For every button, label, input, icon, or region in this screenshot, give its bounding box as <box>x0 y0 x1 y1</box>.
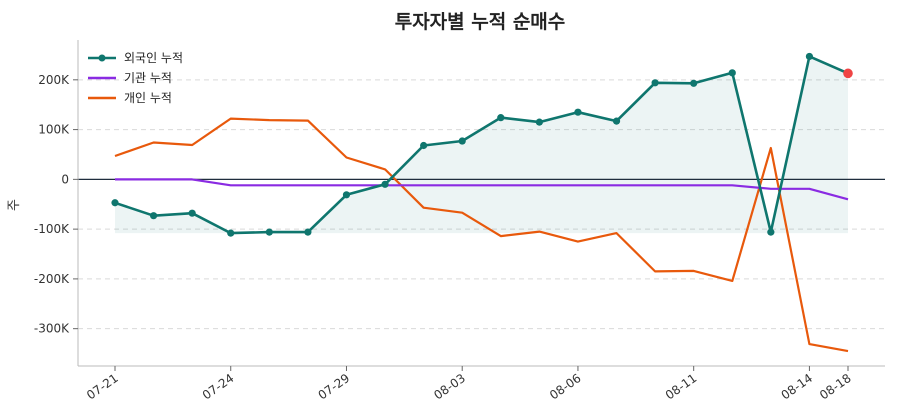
axes <box>77 40 885 367</box>
x-tick-label: 07-21 <box>84 371 121 402</box>
x-ticks: 07-21 07-24 07-29 08-03 08-06 08-11 08-14 08-18 <box>84 366 854 402</box>
y-tick-label: 100K <box>38 123 70 137</box>
y-ticks: -300K -200K -100K 0 100K 200K <box>34 73 78 336</box>
y-tick-label: 200K <box>38 73 70 87</box>
series-point <box>420 141 428 150</box>
chart-title: 투자자별 누적 순매수 <box>395 11 566 33</box>
series-line <box>114 117 849 353</box>
x-tick-label: 08-11 <box>663 371 700 402</box>
fill-layer <box>115 56 848 234</box>
legend-marker <box>98 54 106 62</box>
series-point <box>767 228 775 236</box>
series-markers <box>111 52 853 237</box>
y-tick-label: -300K <box>34 322 70 336</box>
x-tick-label: 07-24 <box>200 371 237 402</box>
y-tick-label: -100K <box>34 222 70 236</box>
series-point <box>304 228 312 236</box>
series-point <box>690 79 698 87</box>
last-point-highlight <box>843 68 853 79</box>
y-axis-label: 주 <box>7 199 22 211</box>
series-point <box>381 180 389 188</box>
series-point <box>497 114 505 122</box>
series-point <box>265 228 273 236</box>
series-point <box>612 117 621 125</box>
x-tick-label: 08-06 <box>547 371 584 402</box>
series-point <box>651 79 659 87</box>
series-area-fill <box>115 56 848 234</box>
series-point <box>342 191 351 199</box>
series-point <box>458 137 466 145</box>
y-tick-label: 0 <box>61 172 69 186</box>
y-tick-label: -200K <box>34 272 70 286</box>
series-lines <box>114 55 849 353</box>
series-point <box>111 199 119 207</box>
x-tick-label: 08-14 <box>779 371 816 402</box>
legend-label: 외국인 누적 <box>124 51 183 65</box>
series-line <box>115 178 849 201</box>
series-point <box>227 229 235 237</box>
legend-label: 기관 누적 <box>124 71 172 85</box>
series-point <box>149 212 158 220</box>
x-tick-label: 07-29 <box>316 371 353 402</box>
x-tick-label: 08-03 <box>431 371 468 402</box>
series-point <box>188 209 196 217</box>
series-line <box>114 55 849 235</box>
series-point <box>805 52 814 61</box>
series-point <box>535 118 543 126</box>
legend-label: 개인 누적 <box>124 91 172 105</box>
series-point <box>574 108 582 116</box>
x-tick-label: 08-18 <box>817 371 854 402</box>
series-point <box>728 69 736 77</box>
